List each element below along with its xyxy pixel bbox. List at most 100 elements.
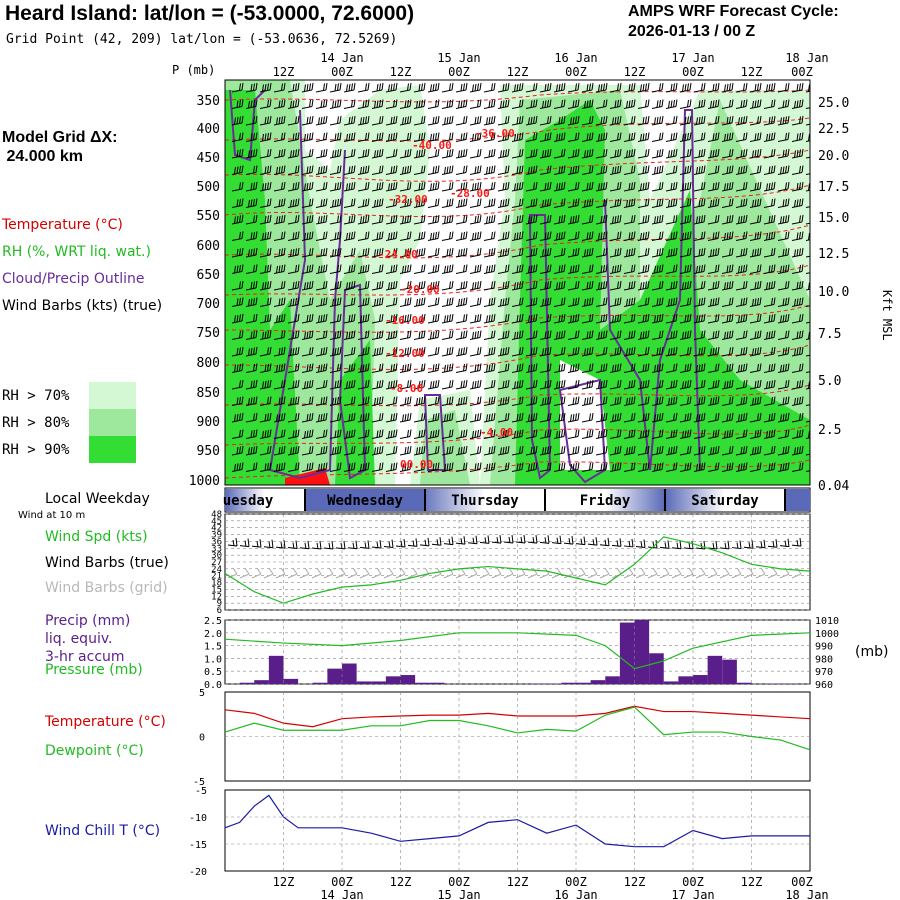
wind-barb [385,132,398,142]
barb-flag [283,181,286,190]
barb-flag [811,117,812,124]
barb-flag [379,231,381,240]
barb-flag [801,214,804,223]
wind-barb [777,99,790,109]
barb-flag [717,148,720,157]
wind-barb [273,264,286,274]
wind-barb [343,148,356,159]
barb-flag [367,280,370,289]
wind-barb [301,280,314,291]
barb-flag [393,248,395,256]
barb-flag [782,166,785,174]
wind-barb [511,82,524,93]
barb-flag [712,232,715,240]
wind-barb [609,231,622,241]
wind-barb [665,198,678,208]
barb-flag [491,165,493,174]
barb-flag [381,280,384,289]
barb-flag [409,214,412,223]
barb-flag [253,198,255,207]
barb-flag [757,83,759,91]
barb-flag [768,116,771,125]
barb-flag [267,116,269,124]
barb-flag [799,83,801,91]
barb-staff [805,123,810,126]
barb-flag [388,84,390,92]
temp-contour [225,117,810,142]
barb-flag [780,265,782,274]
barb-staff [721,106,733,109]
wind-barb [343,247,356,258]
barb-flag [729,99,731,108]
barb-flag [782,248,785,257]
barb-flag [533,215,535,223]
wind-barb [413,99,426,109]
barb-staff [329,122,341,126]
barb-flag [449,165,451,174]
barb-flag [647,82,650,91]
barb-flag [740,149,743,158]
barb-flag [586,248,589,257]
barb-flag [360,117,362,125]
wind-barb [371,231,384,241]
wind-barb [371,99,384,109]
wind-barb [427,247,440,258]
barb-flag [507,115,510,124]
barb-flag [533,116,535,124]
barb-flag [353,99,356,107]
barb-flag [502,199,505,207]
barb-flag [642,166,645,174]
barb-flag [267,149,269,157]
barb-staff [441,139,453,142]
barb-flag [241,82,244,91]
wind-barb [623,247,636,258]
barb-flag [785,149,787,157]
barb-flag [477,83,479,91]
barb-flag [463,264,465,273]
wind-barb [245,198,258,208]
barb-flag [563,148,566,157]
barb-flag [283,280,286,289]
barb-flag [787,181,790,190]
barb-flag [782,116,785,125]
barb-flag [255,132,258,140]
wind-barb [525,247,538,258]
barb-flag [617,231,619,240]
barb-flag [393,198,395,207]
barb-flag [451,115,454,124]
temp-contour [225,184,810,217]
barb-flag [533,182,535,190]
wind-barb [385,82,398,93]
barb-flag [502,149,505,158]
wind-barb [623,214,636,225]
wind-barb [357,198,370,208]
barb-flag [561,165,563,174]
wind-barb [287,198,300,208]
barb-flag [603,264,605,273]
barb-flag [605,214,608,223]
barb-flag [491,264,493,273]
barb-flag [239,215,241,223]
barb-flag [388,232,390,241]
barb-flag [325,132,328,140]
barb-staff [441,89,453,93]
barb-flag [703,99,706,107]
wind-barb [651,82,664,93]
barb-flag [814,183,815,190]
barb-flag [687,198,689,207]
barb-flag [367,82,370,91]
wind-barb [791,198,804,208]
barb-flag [393,116,395,124]
barb-flag [619,99,622,107]
wind-barb [315,264,328,274]
barb-flag [334,83,337,92]
barb-flag [759,198,762,206]
barb-flag [486,166,488,175]
precip-label-3: 3-hr accum [45,649,125,665]
barb-flag [771,215,773,223]
barb-flag [404,199,407,207]
wind-barb [651,214,664,225]
barb-staff [469,254,481,258]
barb-flag [814,232,815,239]
barb-flag [787,115,790,124]
